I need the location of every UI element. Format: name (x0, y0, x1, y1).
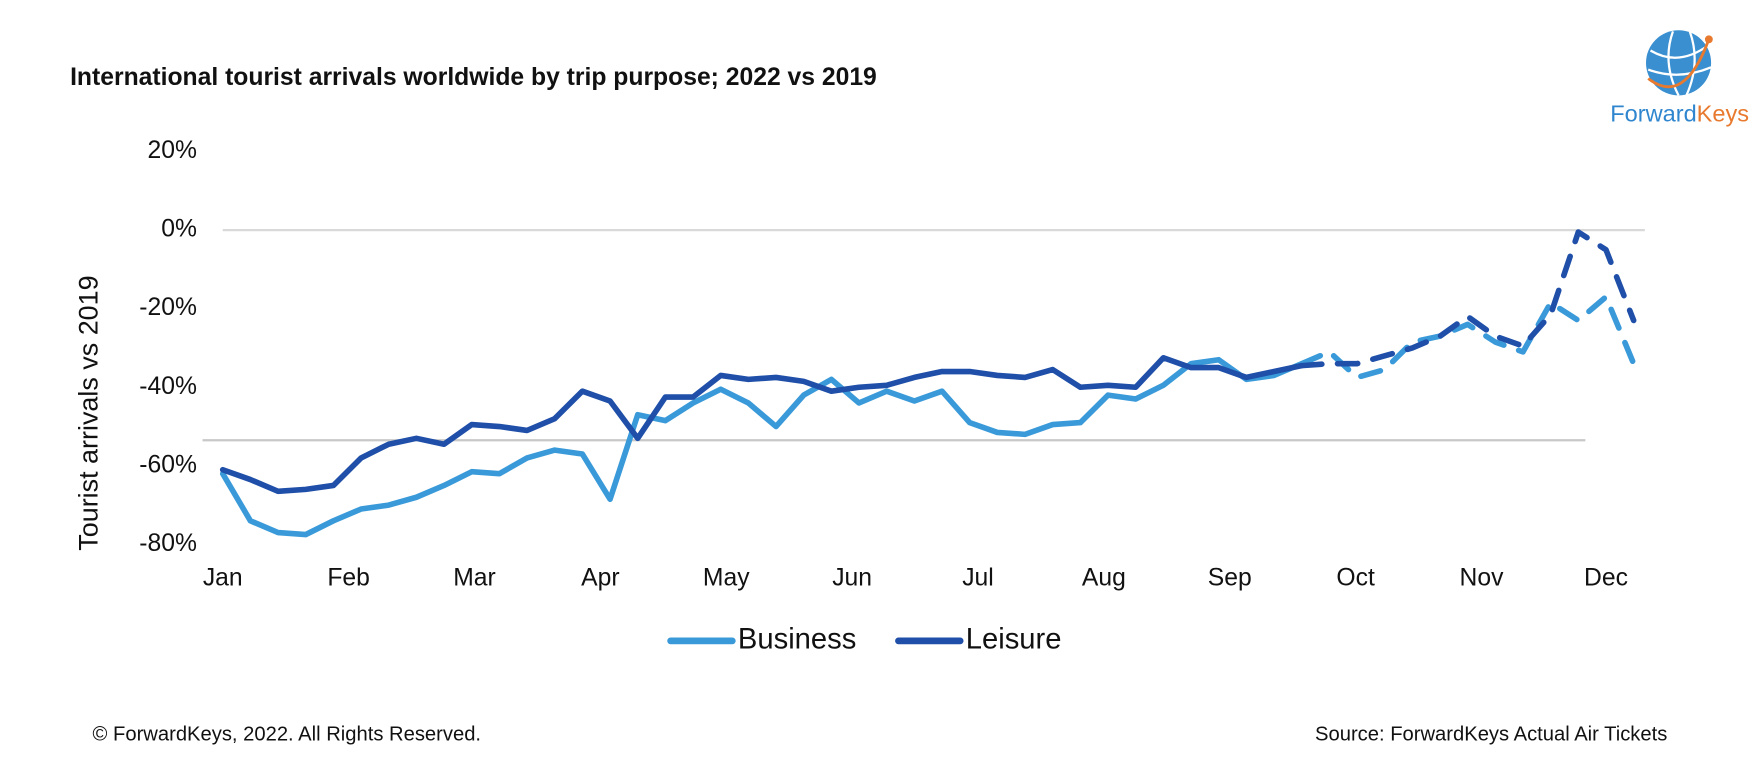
x-tick-label: Jul (962, 565, 994, 592)
logo: ForwardKeys (1610, 30, 1749, 127)
logo-globe (1646, 30, 1712, 96)
copyright: © ForwardKeys, 2022. All Rights Reserved… (93, 724, 482, 746)
y-tick-label: 0% (161, 216, 197, 243)
x-tick-label: Apr (581, 565, 619, 592)
x-tick-label: Jun (832, 565, 872, 592)
y-tick-label: 20% (147, 137, 196, 164)
series-line (219, 354, 1305, 495)
x-tick-label: May (703, 565, 750, 592)
source: Source: ForwardKeys Actual Air Tickets (1315, 724, 1667, 746)
logo-text: ForwardKeys (1610, 101, 1749, 127)
x-tick-label: Dec (1584, 565, 1628, 592)
logo-part: Keys (1697, 101, 1749, 127)
y-tick-label: -80% (139, 530, 197, 557)
series-line-dashed (1298, 294, 1637, 381)
logo-orbit (1647, 38, 1711, 89)
y-tick-label: -40% (139, 373, 197, 400)
y-tick-label: -60% (139, 451, 197, 478)
logo-part: Forward (1610, 101, 1696, 127)
series-line (219, 356, 1305, 538)
y-tick-label: -20% (139, 294, 197, 321)
x-tick-label: Feb (327, 565, 370, 592)
logo-dot (1704, 35, 1713, 44)
x-tick-label: Nov (1460, 565, 1505, 592)
legend-label: Business (738, 624, 856, 656)
x-tick-label: Mar (453, 565, 496, 592)
series-line-dashed (1298, 229, 1637, 369)
x-tick-label: Jan (203, 565, 243, 592)
y-axis-label: Tourist arrivals vs 2019 (73, 275, 103, 550)
x-tick-label: Sep (1208, 565, 1252, 592)
x-tick-label: Oct (1336, 565, 1375, 592)
legend-label: Leisure (966, 624, 1062, 656)
chart-title: International tourist arrivals worldwide… (70, 64, 877, 91)
x-tick-label: Aug (1082, 565, 1126, 592)
logo-lines (1647, 31, 1712, 96)
